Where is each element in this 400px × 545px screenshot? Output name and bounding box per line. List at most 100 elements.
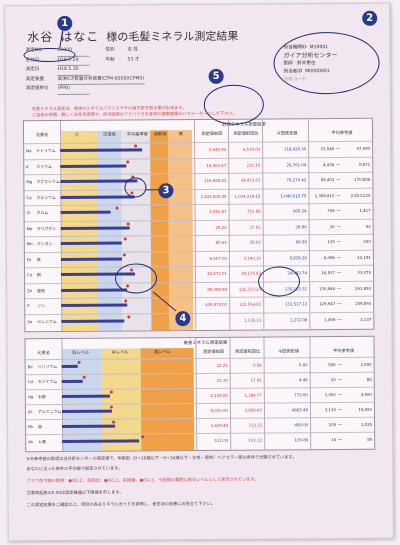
footer-line-1: ※分参考値の設定は当分析センターの測定値で、年齢別（0〜16歳以下・8〜34歳以… — [26, 454, 297, 462]
info-key-2: 年齢 — [105, 57, 115, 63]
previous-ratio: 34,472.67 — [240, 177, 261, 183]
footer-line-3: グラフ色下線の説明：●0以上、前回比：●0以上、前回値、●0以上、今回値の範囲に… — [26, 476, 259, 484]
info-key: 測定値単位 — [25, 86, 49, 92]
measurement-bar — [60, 241, 122, 245]
annotation-marker-1: 1 — [57, 15, 73, 31]
footer-line-2: あなたに当った条件の平均値で設定されています。 — [26, 465, 123, 472]
reference-high: 4,500 — [360, 391, 372, 397]
previous-value: 1,629.44 — [210, 422, 229, 428]
reference-sep: 〜 — [338, 422, 342, 428]
element-name: セレニウム — [37, 318, 57, 324]
current-value: 4683.48 — [291, 407, 308, 413]
previous-value: 249,470.01 — [204, 301, 228, 307]
element-symbol: Ca — [26, 194, 32, 200]
reference-low: 4,436 — [323, 161, 335, 167]
previous-ratio: 0.58 — [252, 362, 262, 368]
reference-sep: 〜 — [336, 254, 341, 260]
element-symbol: K — [26, 163, 29, 169]
footer-line-5: この測定結果をご確認の上、同封の各必ミネラルガイドを参照し、食生活の改善にお役立… — [26, 500, 215, 508]
reference-sep: 〜 — [336, 192, 341, 198]
measurement-bar — [62, 424, 115, 428]
mid-level-band — [101, 348, 142, 451]
info-key-2 — [106, 85, 124, 95]
current-value: 0.00 — [298, 362, 308, 368]
essential-col-header: 正常域 — [102, 131, 116, 137]
measurement-bar — [60, 257, 122, 261]
measurement-bar — [61, 379, 83, 383]
info-key-2 — [106, 66, 124, 76]
current-value: 70,270.42 — [286, 177, 307, 183]
info-value: 高津ICP質量分析装置ICPM-8500(ICPMS) — [57, 75, 145, 86]
current-value: 4.48 — [299, 377, 308, 383]
previous-ratio: 17.92 — [250, 377, 262, 383]
reference-sep: 〜 — [336, 208, 341, 214]
previous-value-dot — [134, 144, 138, 148]
info-value-2: 女 性 — [127, 47, 139, 53]
previous-ratio: 2,858.97 — [244, 407, 262, 413]
reference-sep: 〜 — [336, 270, 341, 276]
reference-sep: 〜 — [337, 301, 342, 307]
patient-info-row: 測定値単位 (PPB) — [26, 84, 183, 95]
reference-high: 12,191 — [357, 254, 371, 260]
annotation-ring-3 — [124, 177, 147, 198]
reference-high: 2,137 — [360, 316, 372, 322]
reference-sep: 〜 — [337, 377, 342, 383]
reference-low: 709 — [327, 208, 335, 214]
reference-low: 130,946 — [319, 285, 336, 291]
reference-low: 20 — [330, 377, 336, 383]
previous-value-dot — [126, 221, 130, 226]
element-name: リン — [37, 303, 46, 309]
essential-col-header: 高 — [178, 131, 184, 137]
reference-sep: 〜 — [337, 316, 342, 322]
harmful-col-header: 中レベル — [111, 349, 129, 355]
element-symbol: As — [28, 439, 33, 445]
reference-high: 80 — [366, 376, 372, 382]
element-symbol: Mn — [26, 241, 33, 247]
previous-value: 10.78 — [216, 377, 228, 383]
harmful-table-title: 有害ミネラル測定結果 — [183, 340, 228, 347]
element-name: ヒ素 — [38, 439, 46, 445]
previous-value-dot — [77, 360, 81, 364]
reference-sep: 〜 — [336, 146, 341, 152]
reference-low: 16 — [331, 437, 337, 443]
high-zone-band — [168, 130, 194, 331]
previous-value: 14,462.47 — [206, 162, 227, 168]
reference-low: 125 — [327, 239, 335, 245]
previous-ratio: 6,539.60 — [242, 146, 261, 152]
reference-low: 3,130 — [324, 407, 336, 413]
essential-col-divider — [307, 119, 310, 330]
element-name: カリウム — [36, 163, 52, 169]
element-name: マグネシウム — [36, 178, 60, 185]
harmful-col-header: 低レベル — [72, 349, 89, 355]
element-name: アルミニウム — [37, 408, 62, 415]
measurement-bar — [61, 394, 110, 398]
current-value: 26,761.04 — [286, 161, 307, 167]
element-name: ベリリウム — [37, 363, 58, 370]
reference-sep: 〜 — [338, 437, 343, 443]
element-symbol: Fe — [26, 256, 32, 262]
previous-value: 42,572.01 — [207, 270, 228, 276]
annotation-marker-3: 3 — [158, 183, 174, 199]
element-name: クロム — [36, 210, 49, 216]
info-value: H18.5.30 — [57, 65, 90, 76]
reference-sep: 〜 — [336, 177, 341, 183]
reference-high: 1,025 — [360, 421, 373, 427]
element-name: マンガン — [36, 241, 53, 247]
reference-high: 259,893 — [355, 300, 372, 306]
reference-high: 1,417 — [359, 207, 371, 213]
reference-low: 205 — [328, 422, 337, 428]
element-symbol: Na — [26, 148, 32, 154]
element-name: 鉄 — [36, 256, 41, 262]
measurement-bar — [60, 210, 111, 214]
harmful-col-header: 今回測定値 — [278, 348, 300, 354]
measurement-bar — [61, 364, 78, 368]
annotation-ring-2 — [273, 31, 380, 95]
reference-high: 33,075 — [357, 269, 372, 275]
annotation-marker-5: 5 — [208, 68, 224, 84]
previous-value: 6,507.00 — [209, 255, 227, 261]
normal-zone-band — [96, 130, 123, 331]
measurement-bar — [61, 409, 113, 413]
element-symbol: Be — [27, 364, 33, 370]
essential-col-header: 平均基準値 — [126, 131, 148, 137]
reference-high: 2,613,220 — [350, 192, 371, 198]
